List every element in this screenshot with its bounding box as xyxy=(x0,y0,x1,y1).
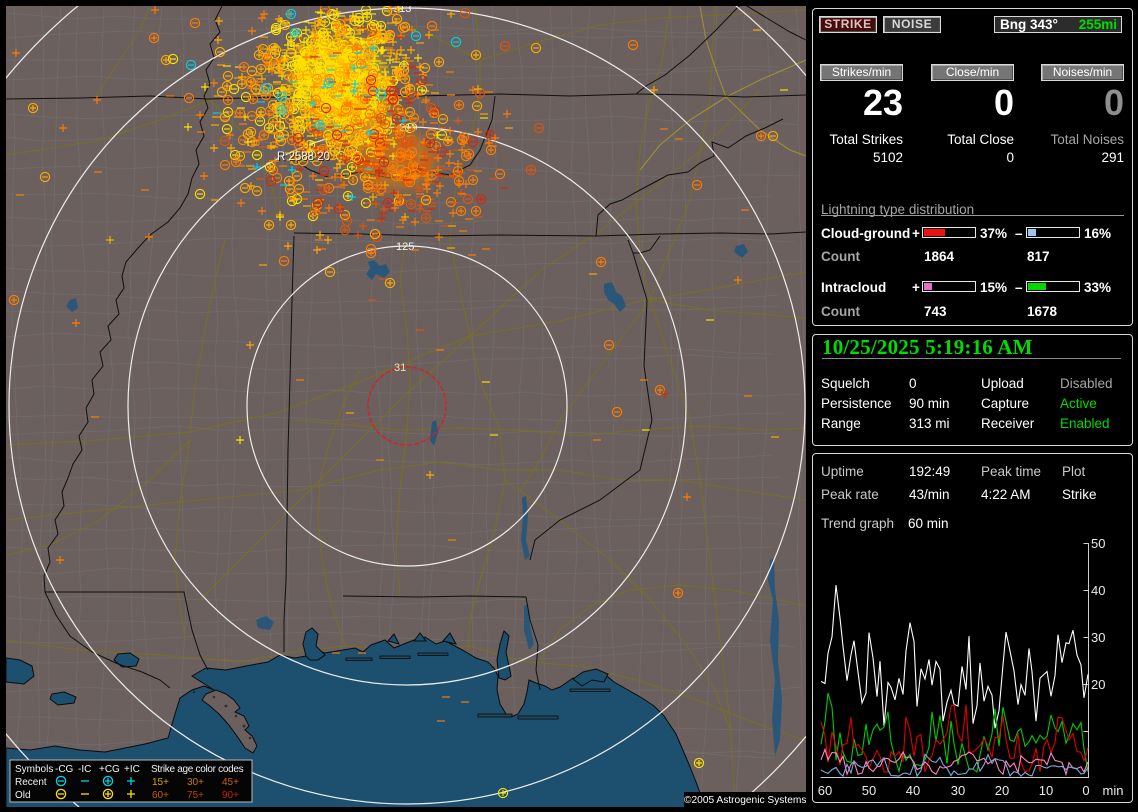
svg-text:30: 30 xyxy=(951,783,965,798)
svg-text:10: 10 xyxy=(1039,783,1053,798)
svg-text:Symbols: Symbols xyxy=(15,764,53,775)
svg-text:30: 30 xyxy=(1091,630,1105,645)
svg-text:40: 40 xyxy=(906,783,920,798)
svg-text:31: 31 xyxy=(394,362,406,374)
svg-text:30+: 30+ xyxy=(187,777,204,788)
svg-text:50: 50 xyxy=(862,783,876,798)
svg-text:20: 20 xyxy=(995,783,1009,798)
svg-text:50: 50 xyxy=(1091,536,1105,551)
svg-text:Old: Old xyxy=(15,790,31,801)
svg-text:75+: 75+ xyxy=(187,790,204,801)
svg-text:Recent: Recent xyxy=(15,777,47,788)
svg-text:-IC: -IC xyxy=(78,764,91,775)
svg-text:60+: 60+ xyxy=(152,790,169,801)
svg-text:45+: 45+ xyxy=(222,777,239,788)
svg-text:60: 60 xyxy=(818,783,832,798)
svg-text:15+: 15+ xyxy=(152,777,169,788)
svg-text:+CG: +CG xyxy=(99,764,120,775)
svg-text:R 2588 20: R 2588 20 xyxy=(277,151,330,163)
svg-text:0: 0 xyxy=(1082,783,1089,798)
svg-text:©2005 Astrogenic Systems: ©2005 Astrogenic Systems xyxy=(684,795,806,806)
svg-text:20: 20 xyxy=(1091,677,1105,692)
svg-text:Strike age color codes: Strike age color codes xyxy=(151,764,244,775)
svg-text:+IC: +IC xyxy=(124,764,140,775)
svg-text:-CG: -CG xyxy=(55,764,74,775)
svg-text:125: 125 xyxy=(396,241,414,253)
svg-text:40: 40 xyxy=(1091,583,1105,598)
svg-text:90+: 90+ xyxy=(222,790,239,801)
svg-text:min: min xyxy=(1103,783,1124,798)
svg-text:313: 313 xyxy=(393,6,411,15)
